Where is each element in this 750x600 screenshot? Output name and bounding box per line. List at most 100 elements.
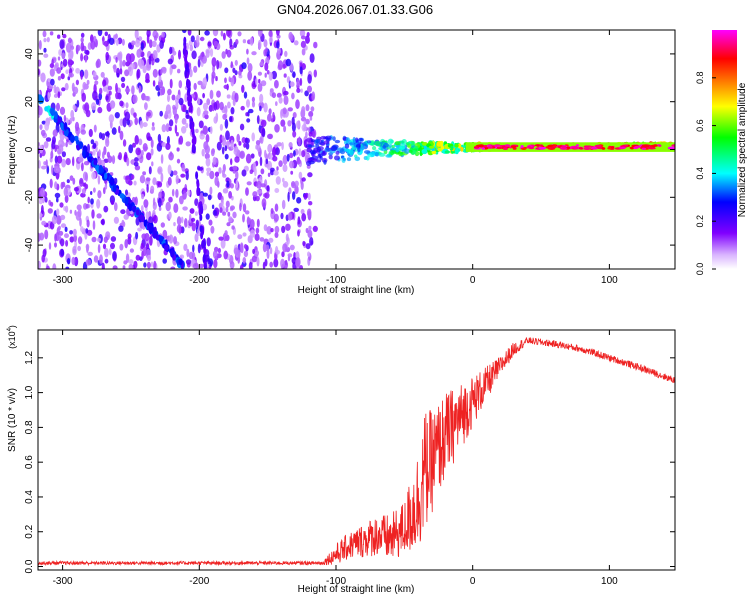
heatmap-cell	[165, 123, 170, 133]
heatmap-cell	[91, 236, 97, 243]
heatmap-cell	[119, 193, 125, 199]
heatmap-cell	[440, 140, 444, 146]
heatmap-cell	[206, 237, 211, 247]
heatmap-cell	[53, 166, 60, 174]
heatmap-cell	[181, 118, 187, 125]
carrier-peak	[495, 146, 503, 150]
heatmap-cell	[186, 248, 190, 258]
heatmap-cell	[165, 142, 171, 150]
heatmap-cell	[254, 233, 260, 241]
heatmap-cell	[344, 143, 350, 149]
heatmap-cell	[311, 130, 316, 138]
carrier-peak	[610, 146, 615, 149]
heatmap-cell	[60, 122, 64, 130]
heatmap-cell	[286, 77, 290, 84]
heatmap-cell	[169, 78, 173, 89]
heatmap-cell	[44, 229, 49, 240]
heatmap-cell	[251, 132, 255, 142]
heatmap-cell	[64, 194, 69, 203]
heatmap-cell	[125, 102, 129, 109]
heatmap-cell	[284, 50, 288, 58]
heatmap-cell	[232, 165, 238, 171]
heatmap-cell	[97, 157, 102, 167]
heatmap-cell	[38, 40, 42, 50]
heatmap-cell	[355, 137, 359, 143]
heatmap-cell	[283, 125, 287, 133]
heatmap-cell	[289, 152, 294, 159]
heatmap-cell	[90, 191, 93, 195]
heatmap-cell	[66, 179, 70, 184]
heatmap-cell	[142, 246, 147, 257]
heatmap-cell	[195, 171, 199, 180]
heatmap-cell	[207, 194, 212, 201]
heatmap-cell	[238, 70, 242, 76]
heatmap-cell	[199, 133, 205, 140]
heatmap-cell	[113, 216, 119, 224]
heatmap-cell	[236, 133, 240, 143]
heatmap-cell	[225, 206, 229, 213]
heatmap-cell	[62, 33, 67, 39]
heatmap-cell	[84, 54, 88, 63]
heatmap-cell	[230, 107, 235, 115]
heatmap-cell	[183, 36, 187, 45]
heatmap-cell	[263, 49, 267, 57]
heatmap-cell	[211, 57, 217, 67]
heatmap-cell	[85, 184, 89, 189]
heatmap-cell	[69, 117, 73, 124]
heatmap-cell	[140, 150, 144, 157]
heatmap-cell	[194, 233, 199, 243]
heatmap-cell	[141, 193, 145, 200]
heatmap-cell	[228, 216, 233, 223]
carrier-peak	[483, 144, 488, 148]
heatmap-cell	[182, 206, 188, 211]
heatmap-cell	[127, 236, 132, 245]
heatmap-cell	[128, 263, 134, 269]
heatmap-cell	[308, 111, 314, 118]
heatmap-cell	[65, 141, 68, 148]
colorbar-tick-label: 0.0	[695, 263, 705, 276]
heatmap-cell	[167, 58, 173, 65]
heatmap-cell	[291, 116, 295, 126]
heatmap-cell	[124, 239, 128, 249]
heatmap-cell	[272, 111, 275, 121]
heatmap-cell	[105, 51, 109, 61]
heatmap-cell	[108, 90, 112, 96]
heatmap-cell	[242, 203, 247, 213]
heatmap-cell	[46, 37, 50, 43]
heatmap-cell	[197, 80, 203, 86]
heatmap-cell	[131, 205, 137, 212]
heatmap-cell	[194, 198, 199, 207]
heatmap-cell	[401, 143, 406, 149]
heatmap-cell	[131, 174, 135, 180]
heatmap-cell	[263, 39, 268, 48]
heatmap-cell	[173, 236, 177, 245]
heatmap-cell	[212, 30, 219, 37]
heatmap-cell	[360, 145, 365, 151]
heatmap-cell	[224, 67, 229, 74]
heatmap-cell	[242, 257, 247, 264]
heatmap-cell	[146, 261, 151, 269]
carrier-peak	[473, 146, 480, 149]
heatmap-cell	[202, 253, 206, 263]
heatmap-cell	[280, 258, 285, 269]
heatmap-cell	[158, 206, 162, 211]
heatmap-cell	[104, 31, 109, 37]
heatmap-cell	[131, 40, 136, 46]
heatmap-cell	[56, 67, 62, 74]
heatmap-cell	[171, 64, 177, 70]
heatmap-cell	[303, 120, 307, 130]
heatmap-cell	[237, 234, 243, 240]
heatmap-cell	[187, 80, 191, 89]
heatmap-cell	[60, 223, 67, 228]
heatmap-cell	[128, 203, 133, 212]
heatmap-cell	[145, 72, 150, 83]
heatmap-cell	[151, 161, 154, 167]
heatmap-cell	[124, 69, 130, 77]
heatmap-cell	[61, 151, 66, 158]
heatmap-cell	[50, 201, 54, 207]
heatmap-cell	[179, 195, 184, 205]
heatmap-cell	[226, 30, 231, 37]
heatmap-cell	[320, 139, 325, 143]
heatmap-cell	[276, 166, 279, 171]
